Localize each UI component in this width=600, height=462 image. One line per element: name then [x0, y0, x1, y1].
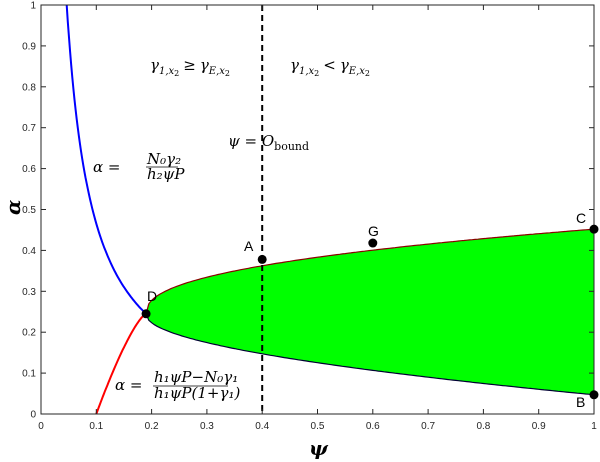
y-tick-label: 0.2	[22, 328, 36, 339]
point-b-marker	[589, 390, 599, 400]
svg-text:h₁ψP(1+γ₁): h₁ψP(1+γ₁)	[154, 384, 240, 402]
y-tick-label: 0.9	[22, 41, 36, 52]
point-label-g: G	[368, 223, 379, 239]
svg-text:N₀γ₂: N₀γ₂	[146, 150, 181, 168]
x-tick-label: 0.1	[89, 421, 103, 432]
point-label-d: D	[147, 288, 157, 304]
svg-text:h₁ψP−N₀γ₁: h₁ψP−N₀γ₁	[154, 368, 238, 386]
x-tick-label: 0.4	[255, 421, 269, 432]
y-tick-label: 1	[30, 1, 36, 12]
annotation-red-formula: α = h₁ψP−N₀γ₁ h₁ψP(1+γ₁)	[115, 368, 240, 402]
point-g-marker	[368, 238, 378, 248]
annotation-obound: ψ = Obound	[228, 132, 309, 153]
point-label-c: C	[576, 210, 586, 226]
blue-curve	[65, 4, 147, 315]
point-label-a: A	[244, 238, 254, 254]
x-tick-label: 0.9	[532, 421, 546, 432]
x-tick-label: 0	[38, 421, 44, 432]
x-tick-label: 0.5	[311, 421, 325, 432]
x-tick-label: 0.6	[366, 421, 380, 432]
y-tick-label: 0.7	[22, 123, 36, 134]
x-axis-label: ψ	[309, 436, 329, 460]
red-curve	[95, 313, 146, 415]
y-tick-label: 0.6	[22, 164, 36, 175]
svg-text:α =: α =	[93, 158, 120, 176]
axes-frame: 0 0.1 0.2 0.3 0.4 0.5 0.6 0.7 0.8 0.9 1 0 0.1 0.2 0.3 0…	[22, 1, 597, 433]
feasible-region	[146, 229, 594, 395]
x-tick-label: 0.7	[421, 421, 435, 432]
marked-points	[141, 224, 599, 400]
y-tick-label: 0	[30, 410, 36, 421]
x-tick-label: 0.2	[145, 421, 159, 432]
svg-text:α =: α =	[115, 376, 142, 394]
y-tick-label: 0.1	[22, 369, 36, 380]
y-tick-label: 0.5	[22, 205, 36, 216]
point-a-marker	[257, 254, 267, 264]
y-tick-label: 0.3	[22, 287, 36, 298]
annotation-region-right: γ1,x2 < γE,x2	[290, 56, 370, 78]
x-tick-label: 0.3	[200, 421, 214, 432]
region-lower-boundary	[145, 313, 595, 396]
y-axis-label: α	[1, 200, 25, 215]
y-tick-label: 0.4	[22, 246, 36, 257]
annotation-region-left: γ1,x2 ≥ γE,x2	[150, 56, 230, 78]
point-label-b: B	[576, 394, 585, 410]
y-tick-label: 0.8	[22, 82, 36, 93]
point-c-marker	[589, 224, 599, 234]
annotation-blue-formula: α = N₀γ₂ h₂ψP	[93, 150, 185, 183]
x-tick-label: 0.8	[476, 421, 490, 432]
region-upper-boundary	[145, 228, 595, 314]
svg-text:h₂ψP: h₂ψP	[147, 165, 185, 183]
point-d-marker	[141, 309, 151, 319]
x-tick-label: 1	[591, 421, 597, 432]
